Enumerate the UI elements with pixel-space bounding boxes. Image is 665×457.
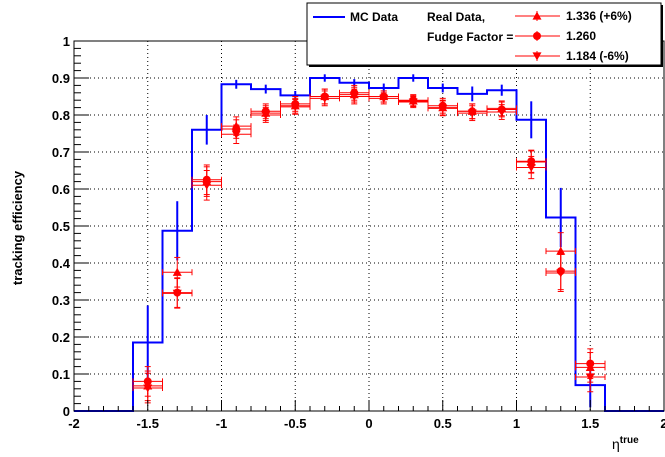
real-down-marker — [261, 111, 271, 120]
real-down-marker — [497, 108, 507, 117]
x-tick-label: 1.5 — [581, 416, 599, 431]
legend-fudge-label: Fudge Factor = — [427, 30, 513, 44]
real-down-marker — [526, 163, 536, 173]
y-tick-label: 0.5 — [52, 219, 70, 234]
real-down-marker — [438, 104, 448, 113]
y-tick-label: 0.6 — [52, 182, 70, 197]
legend-down-marker — [532, 52, 542, 61]
real-data-point — [280, 96, 311, 115]
real-data-point — [486, 100, 517, 120]
x-tick-label: 2 — [660, 416, 665, 431]
real-data-point — [516, 149, 547, 180]
axes: -2 -1.5 -1 -0.5 0 0.5 1 1.5 2 0 0.1 0.2 0.3 0.4 0.5 0.6… — [52, 34, 665, 431]
y-tick-label: 0.7 — [52, 145, 70, 160]
y-tick-label: 0.8 — [52, 108, 70, 123]
x-axis-title: ηtrue — [612, 435, 639, 452]
legend-up-marker — [532, 11, 542, 20]
legend-nominal-marker — [533, 32, 541, 40]
real-data-series — [132, 84, 606, 404]
real-data-point — [339, 84, 370, 105]
real-up-marker — [172, 267, 182, 276]
x-tick-label: 0.5 — [434, 416, 452, 431]
real-down-marker — [556, 269, 566, 278]
real-down-marker — [379, 94, 389, 103]
legend-shadow-bottom — [309, 65, 663, 67]
y-axis-title: tracking efficiency — [10, 170, 25, 285]
real-down-marker — [585, 373, 595, 382]
y-tick-label: 0.1 — [52, 367, 70, 382]
real-down-marker — [408, 98, 418, 107]
x-tick-label: -1.5 — [137, 416, 159, 431]
real-down-marker — [202, 181, 212, 190]
real-down-marker — [231, 130, 241, 139]
real-down-marker — [467, 109, 477, 118]
legend-mc-label: MC Data — [350, 10, 398, 24]
legend-real-label: Real Data, — [427, 10, 485, 24]
legend-up-label: 1.336 (+6%) — [566, 9, 632, 23]
real-data-point — [221, 116, 252, 144]
x-axis-title-sup: true — [620, 435, 639, 446]
x-tick-label: -2 — [68, 416, 80, 431]
x-tick-label: 0 — [365, 416, 372, 431]
real-data-point — [250, 103, 281, 123]
legend-markers — [515, 11, 560, 61]
real-down-marker — [320, 94, 330, 103]
mc-step-line — [74, 77, 664, 412]
y-tick-label: 0.9 — [52, 71, 70, 86]
x-tick-label: -1 — [216, 416, 228, 431]
legend-down-label: 1.184 (-6%) — [566, 49, 629, 63]
real-data-point — [132, 366, 163, 404]
x-tick-label: 1 — [513, 416, 520, 431]
legend-shadow-right — [661, 5, 663, 67]
real-data-point — [191, 164, 222, 201]
x-tick-label: -0.5 — [284, 416, 306, 431]
real-down-marker — [143, 384, 153, 393]
legend: MC Data Real Data, Fudge Factor = 1.336 … — [306, 2, 663, 67]
real-down-marker — [172, 289, 182, 298]
real-data-point — [575, 348, 606, 393]
real-data-point — [427, 97, 458, 117]
x-axis-title-base: η — [612, 436, 620, 452]
y-tick-label: 0 — [63, 404, 70, 419]
legend-box — [306, 2, 662, 66]
y-tick-label: 1 — [63, 34, 70, 49]
real-data-point — [162, 256, 193, 309]
real-data-point — [545, 232, 576, 292]
y-tick-label: 0.4 — [52, 256, 71, 271]
real-down-marker — [290, 103, 300, 112]
y-tick-label: 0.3 — [52, 293, 70, 308]
legend-nominal-label: 1.260 — [566, 29, 596, 43]
y-tick-label: 0.2 — [52, 330, 70, 345]
real-down-marker — [349, 92, 359, 101]
